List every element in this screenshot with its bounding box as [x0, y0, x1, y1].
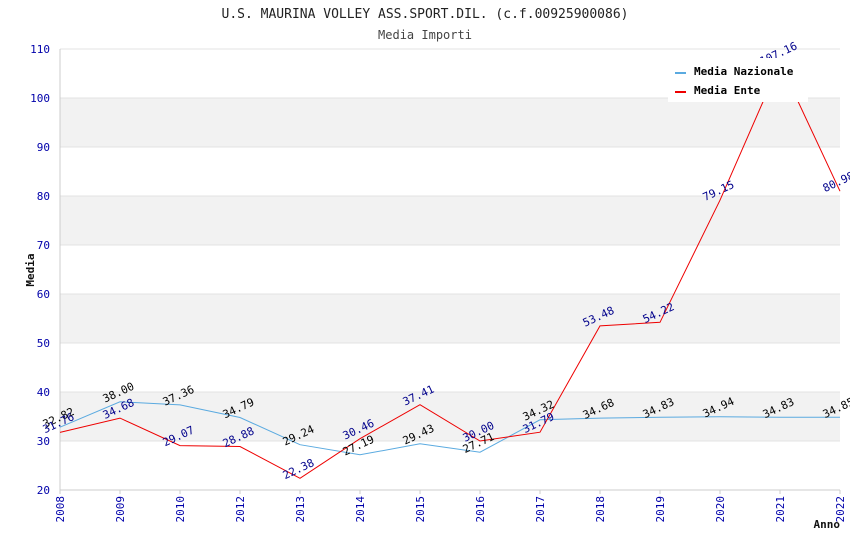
y-tick-label: 70: [37, 239, 50, 252]
x-tick-label: 2010: [174, 496, 187, 523]
x-tick-label: 2020: [714, 496, 727, 523]
x-axis-label: Anno: [814, 518, 841, 531]
plot-band: [60, 245, 840, 294]
plot-band: [60, 147, 840, 196]
y-axis-label: Media: [24, 253, 37, 286]
y-tick-label: 20: [37, 484, 50, 497]
y-tick-label: 50: [37, 337, 50, 350]
legend-label-ente: Media Ente: [694, 84, 761, 97]
y-tick-label: 30: [37, 435, 50, 448]
chart-title: U.S. MAURINA VOLLEY ASS.SPORT.DIL. (c.f.…: [222, 7, 629, 22]
plot-band: [60, 98, 840, 147]
x-tick-label: 2013: [294, 496, 307, 523]
legend-box: [668, 58, 808, 102]
plot-band: [60, 441, 840, 490]
plot-band: [60, 343, 840, 392]
x-tick-label: 2017: [534, 496, 547, 523]
y-tick-label: 100: [30, 92, 50, 105]
x-tick-label: 2021: [774, 496, 787, 523]
chart-subtitle: Media Importi: [378, 28, 472, 42]
x-tick-label: 2019: [654, 496, 667, 523]
y-tick-labels: 20 30 40 50 60 70 80 90 100 110: [30, 43, 50, 497]
plot-bands: [60, 49, 840, 490]
x-tick-label: 2015: [414, 496, 427, 523]
x-tick-label: 2008: [54, 496, 67, 523]
y-tick-label: 80: [37, 190, 50, 203]
x-tick-label: 2018: [594, 496, 607, 523]
x-tick-labels: 2008 2009 2010 2012 2013 2014 2015 2016 2017 2018…: [54, 496, 847, 523]
y-tick-label: 40: [37, 386, 50, 399]
plot-band: [60, 294, 840, 343]
series-line-nazionale: [59, 401, 841, 456]
y-tick-label: 60: [37, 288, 50, 301]
x-tick-label: 2014: [354, 496, 367, 523]
x-tick-label: 2009: [114, 496, 127, 523]
x-tick-label: 2016: [474, 496, 487, 523]
y-tick-label: 90: [37, 141, 50, 154]
y-tick-label: 110: [30, 43, 50, 56]
series-lines: [59, 61, 841, 479]
x-tick-label: 2012: [234, 496, 247, 523]
legend-label-nazionale: Media Nazionale: [694, 65, 794, 78]
legend: Media Nazionale Media Ente: [668, 58, 808, 102]
plot-band: [60, 196, 840, 245]
series-line-ente: [59, 61, 841, 479]
x-tick-label: 2022: [834, 496, 847, 523]
